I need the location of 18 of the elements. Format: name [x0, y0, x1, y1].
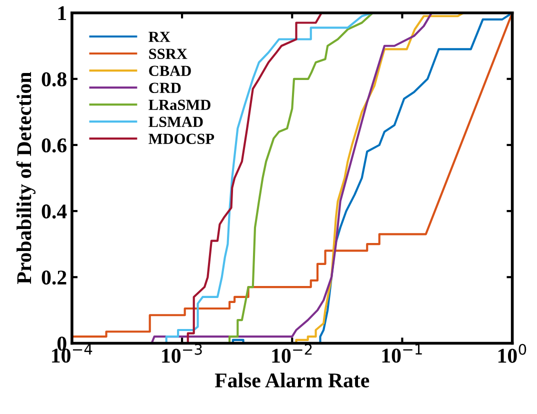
legend-label: LRaSMD — [148, 100, 210, 110]
x-axis-title: False Alarm Rate — [214, 372, 370, 388]
legend-label: CRD — [149, 82, 181, 94]
y-tick-label: 0.2 — [42, 270, 66, 285]
x-tick-label: 10$^{0}$ — [498, 344, 526, 363]
legend-label: MDOCSP — [148, 134, 214, 144]
y-axis-title: Probability of Detection — [16, 72, 36, 284]
y-tick-label: 0 — [57, 336, 66, 351]
x-tick-label: 10$^{−2}$ — [272, 344, 312, 363]
legend-label: RX — [148, 32, 170, 42]
y-tick-label: 0.8 — [42, 72, 66, 86]
y-tick-label: 0.4 — [42, 204, 67, 219]
legend-label: SSRX — [149, 48, 188, 60]
legend-label: CBAD — [149, 66, 191, 76]
y-tick-label: 1 — [58, 6, 66, 20]
y-tick-label: 0.6 — [42, 138, 66, 153]
legend-label: LSMAD — [148, 116, 203, 128]
x-tick-label: 10$^{−1}$ — [382, 344, 422, 363]
